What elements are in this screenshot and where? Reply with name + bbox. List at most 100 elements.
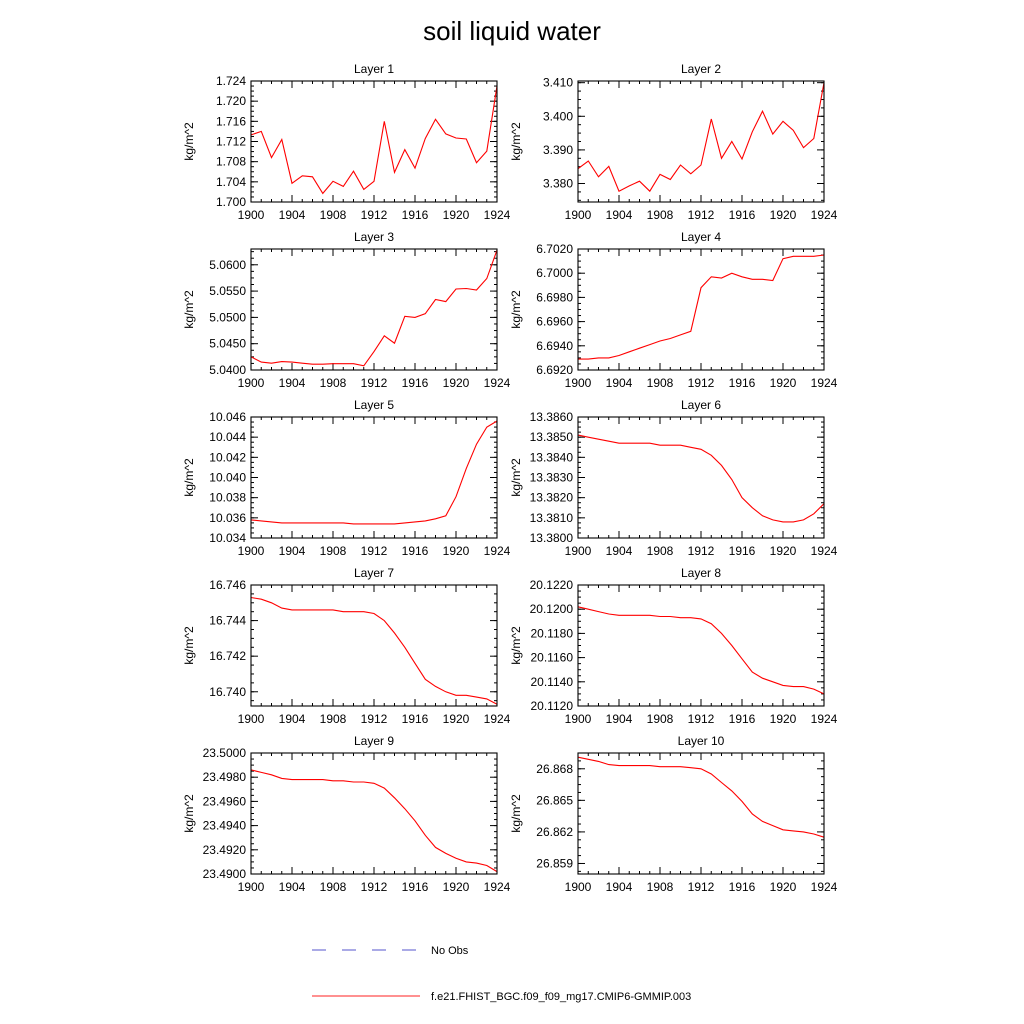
y-axis-label: kg/m^2 — [182, 458, 196, 497]
panel-layer-9: Layer 9 kg/m^2 1900 1904 1908 1912 1916 1920 192… — [182, 734, 511, 894]
x-tick-label: 1908 — [320, 208, 347, 222]
y-tick-label: 23.4940 — [203, 819, 247, 833]
x-tick-label: 1920 — [770, 712, 797, 726]
x-tick-label: 1924 — [484, 208, 511, 222]
x-tick-label: 1900 — [565, 712, 592, 726]
series-line — [577, 606, 825, 695]
y-tick-label: 26.859 — [536, 856, 573, 870]
x-tick-label: 1920 — [770, 208, 797, 222]
y-tick-label: 16.746 — [209, 578, 246, 592]
y-tick-label: 1.712 — [216, 135, 246, 149]
x-tick-label: 1916 — [402, 712, 429, 726]
y-tick-label: 3.400 — [543, 109, 573, 123]
x-tick-label: 1908 — [647, 880, 674, 894]
plot-frame — [250, 752, 498, 875]
x-tick-label: 1908 — [320, 544, 347, 558]
y-tick-label: 5.0600 — [209, 258, 246, 272]
y-tick-label: 1.700 — [216, 195, 246, 209]
y-tick-label: 20.1200 — [530, 602, 574, 616]
x-tick-label: 1916 — [402, 208, 429, 222]
x-tick-label: 1900 — [565, 376, 592, 390]
series-line — [250, 85, 498, 195]
y-tick-label: 20.1180 — [531, 626, 574, 640]
y-tick-label: 10.038 — [209, 491, 246, 505]
y-tick-label: 10.046 — [209, 410, 246, 424]
y-tick-label: 6.6960 — [536, 315, 573, 329]
x-tick-label: 1912 — [688, 544, 715, 558]
x-tick-label: 1908 — [320, 712, 347, 726]
x-tick-label: 1908 — [320, 880, 347, 894]
x-tick-label: 1920 — [770, 544, 797, 558]
panel-layer-8: Layer 8 kg/m^2 1900 1904 1908 1912 1916 1920 192… — [509, 566, 838, 726]
x-tick-label: 1912 — [361, 712, 388, 726]
y-tick-label: 26.862 — [536, 825, 573, 839]
x-tick-label: 1924 — [811, 712, 838, 726]
y-tick-label: 13.3860 — [530, 410, 574, 424]
y-tick-label: 13.3820 — [530, 491, 574, 505]
x-tick-label: 1904 — [606, 712, 633, 726]
x-tick-label: 1908 — [647, 712, 674, 726]
panel-title: Layer 4 — [681, 230, 721, 244]
series-line — [250, 769, 498, 873]
y-axis-label: kg/m^2 — [509, 290, 523, 329]
panel-layer-2: Layer 2 kg/m^2 1900 1904 1908 1912 1916 1920 192… — [509, 62, 838, 222]
y-axis-label: kg/m^2 — [509, 794, 523, 833]
y-tick-label: 13.3840 — [530, 450, 574, 464]
x-tick-label: 1924 — [811, 880, 838, 894]
plot-frame — [250, 584, 498, 707]
y-tick-label: 23.4920 — [203, 843, 247, 857]
panels: Layer 1 kg/m^2 1900 1904 1908 1912 1916 1920 192… — [182, 62, 838, 894]
y-tick-label: 13.3850 — [530, 430, 574, 444]
y-tick-label: 23.4960 — [203, 794, 247, 808]
y-tick-label: 23.4900 — [203, 867, 247, 881]
series-line — [577, 434, 825, 523]
legend-label-2: f.e21.FHIST_BGC.f09_f09_mg17.CMIP6-GMMIP… — [431, 991, 691, 1003]
x-tick-label: 1912 — [361, 208, 388, 222]
y-tick-label: 13.3810 — [530, 511, 574, 525]
y-tick-label: 5.0500 — [209, 310, 246, 324]
x-tick-label: 1916 — [402, 880, 429, 894]
y-tick-label: 5.0400 — [209, 363, 246, 377]
y-tick-label: 1.720 — [216, 94, 246, 108]
y-tick-label: 13.3800 — [530, 531, 574, 545]
plot-frame — [250, 248, 498, 371]
y-tick-label: 1.708 — [216, 155, 246, 169]
x-tick-label: 1924 — [484, 376, 511, 390]
series-line — [578, 254, 825, 360]
y-tick-label: 5.0450 — [209, 337, 246, 351]
y-tick-label: 3.380 — [543, 177, 573, 191]
x-tick-label: 1912 — [361, 544, 388, 558]
x-tick-label: 1924 — [484, 712, 511, 726]
x-tick-label: 1904 — [606, 208, 633, 222]
y-tick-label: 16.744 — [209, 614, 246, 628]
y-axis-label: kg/m^2 — [509, 122, 523, 161]
panel-layer-3: Layer 3 kg/m^2 1900 1904 1908 1912 1916 1920 192… — [182, 230, 511, 390]
x-tick-label: 1916 — [402, 376, 429, 390]
y-tick-label: 6.6920 — [536, 363, 573, 377]
panel-title: Layer 2 — [681, 62, 721, 76]
x-tick-label: 1908 — [647, 208, 674, 222]
x-tick-label: 1916 — [729, 712, 756, 726]
y-axis-label: kg/m^2 — [182, 626, 196, 665]
x-tick-label: 1900 — [565, 208, 592, 222]
panel-title: Layer 6 — [681, 398, 721, 412]
y-axis-label: kg/m^2 — [509, 458, 523, 497]
x-tick-label: 1900 — [238, 880, 265, 894]
y-axis-label: kg/m^2 — [182, 794, 196, 833]
x-tick-label: 1912 — [361, 880, 388, 894]
x-tick-label: 1904 — [279, 208, 306, 222]
x-tick-label: 1904 — [606, 880, 633, 894]
x-tick-label: 1900 — [238, 376, 265, 390]
x-tick-label: 1916 — [729, 544, 756, 558]
x-tick-label: 1900 — [238, 208, 265, 222]
x-tick-label: 1908 — [647, 544, 674, 558]
series-line — [250, 249, 498, 367]
x-tick-label: 1920 — [443, 544, 470, 558]
plot-frame — [577, 80, 825, 203]
y-tick-label: 1.724 — [216, 74, 246, 88]
y-tick-label: 10.036 — [209, 511, 246, 525]
x-tick-label: 1900 — [565, 544, 592, 558]
panel-title: Layer 8 — [681, 566, 721, 580]
y-tick-label: 3.410 — [543, 76, 573, 90]
